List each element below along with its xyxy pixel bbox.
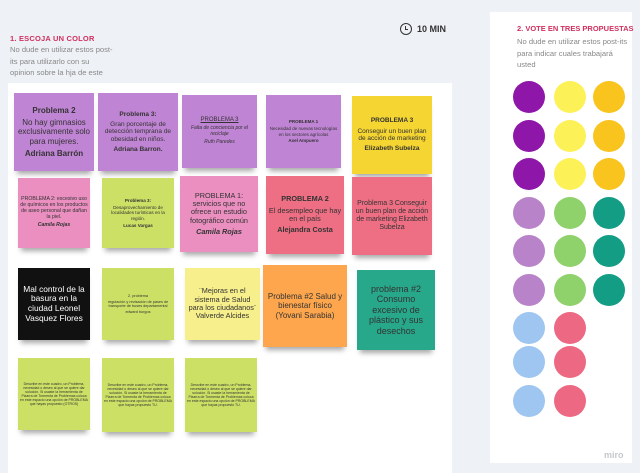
sticky-note[interactable]: PROBLEMA 1 Necesidad de nuevas tecnología… xyxy=(266,95,341,168)
sticky-text: Adriana Barrón xyxy=(24,148,84,158)
sticky-note[interactable]: ¨Mejoras en el sistema de Salud para los… xyxy=(185,268,260,340)
vote-dot[interactable] xyxy=(593,235,625,267)
vote-dot[interactable] xyxy=(554,235,586,267)
vote-dot[interactable] xyxy=(513,197,545,229)
section-1-title: 1. ESCOJA UN COLOR xyxy=(10,34,95,43)
sticky-text: Problema #2 Salud y bienestar físico (Yo… xyxy=(267,292,343,320)
sticky-text: Problema 2 xyxy=(32,105,76,115)
sticky-text: regulación y revisación de pases de tran… xyxy=(107,299,169,308)
sticky-text: Falta de conciencia por el reciclaje xyxy=(191,125,248,138)
vote-dot[interactable] xyxy=(593,81,625,113)
sticky-text: Conseguir un buen plan de acción de mark… xyxy=(357,127,427,142)
vote-dot[interactable] xyxy=(593,197,625,229)
sticky-text: Alejandra Costa xyxy=(277,225,333,235)
sticky-text: Camila Rojas xyxy=(196,227,242,237)
vote-dot[interactable] xyxy=(513,346,545,378)
sticky-text: Axel Ampuero xyxy=(288,138,319,144)
sticky-note[interactable]: Describe en este cuadro, un Problema, ne… xyxy=(185,358,257,432)
vote-dot[interactable] xyxy=(554,81,586,113)
clock-icon xyxy=(400,23,412,35)
sticky-text: 2. problema xyxy=(127,293,149,298)
sticky-text: Lucas Vargas xyxy=(123,222,153,228)
sticky-note[interactable]: Problema 3: Desaprovechamiento de localid… xyxy=(102,178,174,248)
vote-dot[interactable] xyxy=(513,274,545,306)
section-2-title: 2. VOTE EN TRES PROPUESTAS xyxy=(517,24,634,33)
sticky-note[interactable]: Problema #2 Salud y bienestar físico (Yo… xyxy=(263,265,347,347)
sticky-text: PROBLEMA 3 xyxy=(200,117,239,124)
sticky-text: Problema 3: xyxy=(124,197,152,203)
sticky-text: PROBLEMA 2: excesivo uso de químicos en … xyxy=(20,196,88,220)
sticky-note[interactable]: PROBLEMA 2 El desempleo que hay en el paí… xyxy=(266,176,344,254)
section-2-description: No dude en utilizar estos post-its para … xyxy=(517,37,628,69)
vote-dot[interactable] xyxy=(513,235,545,267)
sticky-note[interactable]: PROBLEMA 3 Conseguir un buen plan de acci… xyxy=(352,96,432,174)
sticky-note[interactable]: Problema 3: Gran porcentaje de detección … xyxy=(98,93,178,171)
sticky-note[interactable]: PROBLEMA 3 Falta de conciencia por el rec… xyxy=(182,95,257,168)
vote-dot[interactable] xyxy=(554,274,586,306)
sticky-text: Camila Rojas xyxy=(37,221,71,228)
vote-dot[interactable] xyxy=(593,158,625,190)
vote-dot[interactable] xyxy=(554,197,586,229)
sticky-text: Desaprovechamiento de localidades turíst… xyxy=(111,205,165,221)
vote-dot[interactable] xyxy=(554,312,586,344)
sticky-text: Elizabeth Subelza xyxy=(364,145,420,153)
timer-label: 10 MIN xyxy=(417,24,447,34)
sticky-text: PROBLEMA 2 xyxy=(281,194,329,204)
sticky-note[interactable]: PROBLEMA 2: excesivo uso de químicos en … xyxy=(18,178,90,248)
vote-dot[interactable] xyxy=(513,81,545,113)
vote-dot[interactable] xyxy=(513,158,545,190)
sticky-note[interactable]: Mal control de la basura en la ciudad Le… xyxy=(18,268,90,340)
sticky-text: Adriana Barron. xyxy=(113,145,163,153)
sticky-text: edward burgos xyxy=(125,309,151,314)
sticky-text: Describe en este cuadro, un Problema, ne… xyxy=(104,382,172,408)
sticky-note[interactable]: Describe en este cuadro, un Problema, ne… xyxy=(18,358,90,430)
sticky-text: PROBLEMA 1 xyxy=(288,119,319,125)
sticky-note[interactable]: 2. problema regulación y revisación de pa… xyxy=(102,268,174,340)
sticky-text: Mal control de la basura en la ciudad Le… xyxy=(23,283,85,323)
vote-dot[interactable] xyxy=(513,120,545,152)
vote-dot[interactable] xyxy=(554,346,586,378)
sticky-text: Necesidad de nuevas tecnologías en los s… xyxy=(269,126,338,137)
sticky-text: problema #2 Consumo excesivo de plástico… xyxy=(368,284,424,336)
sticky-text: Describe en este cuadro, un Problema, ne… xyxy=(187,382,255,408)
sticky-text: No hay gimnasios exclusivamente solo par… xyxy=(17,118,91,146)
vote-dot[interactable] xyxy=(593,120,625,152)
sticky-text: Ruth Paredes xyxy=(204,138,235,145)
sticky-text: PROBLEMA 3 xyxy=(370,117,414,125)
sticky-text: Describe en este cuadro, un Problema, ne… xyxy=(20,381,88,407)
vote-dot[interactable] xyxy=(513,385,545,417)
timer[interactable]: 10 MIN xyxy=(400,23,446,35)
vote-dot[interactable] xyxy=(513,312,545,344)
miro-logo: miro xyxy=(604,450,624,460)
sticky-note[interactable]: problema #2 Consumo excesivo de plástico… xyxy=(357,270,435,350)
vote-dot[interactable] xyxy=(593,274,625,306)
sticky-note[interactable]: Problema 3 Conseguir un buen plan de acc… xyxy=(352,177,432,255)
vote-dot[interactable] xyxy=(554,120,586,152)
vote-dot[interactable] xyxy=(554,385,586,417)
sticky-text: Problema 3 Conseguir un buen plan de acc… xyxy=(355,199,429,232)
sticky-note[interactable]: Problema 2 No hay gimnasios exclusivament… xyxy=(14,93,94,171)
sticky-text: Problema 3: xyxy=(119,110,157,118)
vote-dot[interactable] xyxy=(554,158,586,190)
sticky-text: ¨Mejoras en el sistema de Salud para los… xyxy=(188,286,257,321)
sticky-text: PROBLEMA 1: servicios que no ofrece un e… xyxy=(189,190,248,225)
sticky-text: Gran porcentaje de detección temprana de… xyxy=(104,120,172,143)
sticky-text: El desempleo que hay en el país xyxy=(268,205,342,223)
sticky-note[interactable]: PROBLEMA 1: servicios que no ofrece un e… xyxy=(180,176,258,252)
sticky-note[interactable]: Describe en este cuadro, un Problema, ne… xyxy=(102,358,174,432)
